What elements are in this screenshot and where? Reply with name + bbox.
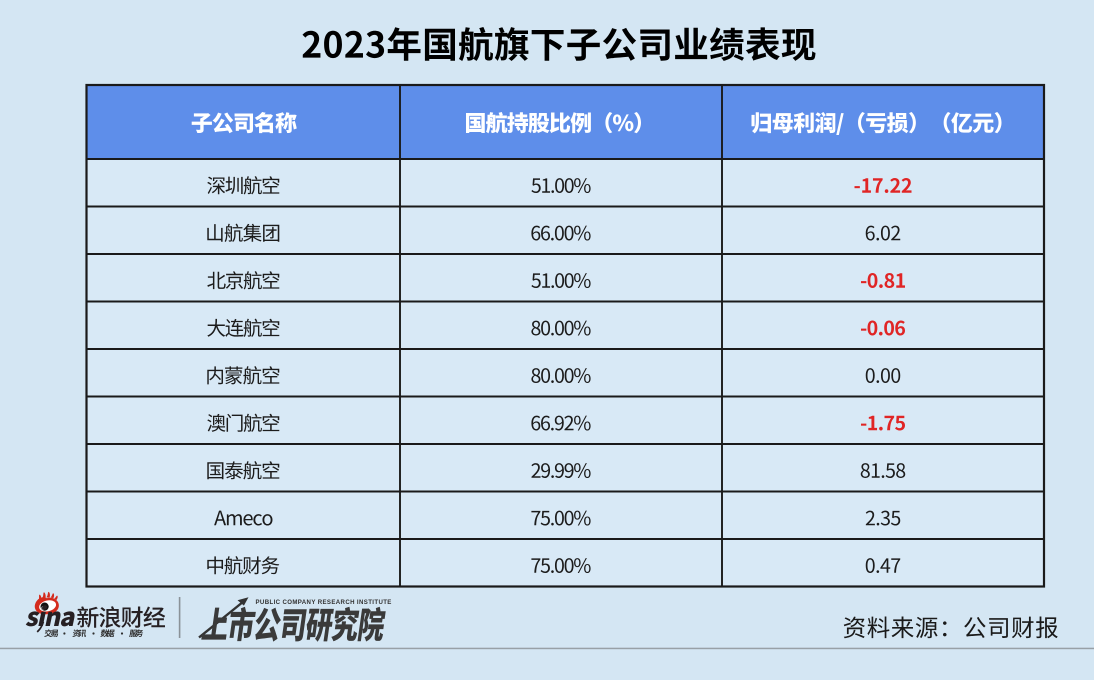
svg-text:PUBLIC COMPANY RESEARCH INSTIT: PUBLIC COMPANY RESEARCH INSTITUTE [256, 599, 392, 606]
